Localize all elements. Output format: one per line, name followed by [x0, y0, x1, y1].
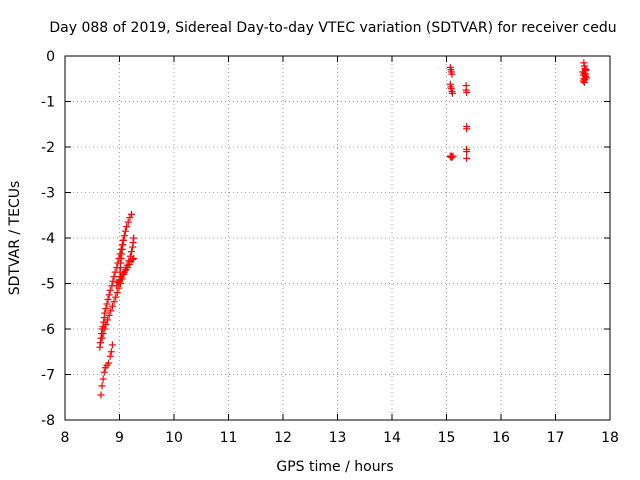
- data-point: [583, 74, 591, 82]
- data-point: [127, 248, 135, 256]
- data-points: [96, 59, 591, 399]
- data-point: [107, 307, 115, 315]
- data-point: [104, 316, 112, 324]
- data-point: [106, 286, 114, 294]
- y-tick-label: -2: [41, 140, 55, 156]
- y-axis-label: SDTVAR / TECUs: [7, 181, 23, 296]
- data-point: [106, 352, 114, 360]
- data-point: [99, 375, 107, 383]
- data-point: [448, 89, 456, 97]
- data-point: [102, 320, 110, 328]
- axis-ticks: [64, 55, 611, 421]
- x-tick-label: 18: [601, 430, 619, 446]
- data-point: [123, 223, 131, 231]
- data-point: [98, 382, 106, 390]
- data-point: [126, 214, 134, 222]
- data-point: [124, 218, 132, 226]
- y-tick-label: -6: [41, 322, 55, 338]
- data-point: [124, 264, 132, 272]
- data-point: [119, 236, 127, 244]
- data-point: [120, 232, 128, 240]
- data-point: [110, 298, 118, 306]
- data-point: [113, 282, 121, 290]
- data-point: [97, 391, 105, 399]
- data-point: [110, 273, 118, 281]
- data-point: [103, 300, 111, 308]
- data-point: [98, 334, 106, 342]
- x-tick-label: 15: [438, 430, 456, 446]
- x-tick-label: 10: [165, 430, 183, 446]
- data-point: [463, 125, 471, 133]
- y-tick-label: -1: [41, 95, 55, 111]
- x-axis-label: GPS time / hours: [276, 459, 393, 475]
- x-tick-label: 11: [220, 430, 238, 446]
- data-point: [121, 227, 129, 235]
- data-point: [449, 152, 457, 160]
- data-point: [127, 210, 135, 218]
- data-point: [448, 70, 456, 78]
- data-point: [101, 325, 109, 333]
- y-tick-label: -7: [41, 368, 55, 384]
- data-point: [582, 66, 590, 74]
- grid-lines: [65, 56, 610, 420]
- x-tick-label: 14: [383, 430, 401, 446]
- x-tick-label: 12: [274, 430, 292, 446]
- data-point: [107, 348, 115, 356]
- data-point: [580, 78, 588, 86]
- data-point: [579, 77, 587, 85]
- data-point: [463, 88, 471, 96]
- data-point: [130, 254, 138, 262]
- data-point: [130, 234, 138, 242]
- x-tick-label: 16: [492, 430, 510, 446]
- data-point: [463, 148, 471, 156]
- data-point: [105, 291, 113, 299]
- y-tick-label: -3: [41, 186, 55, 202]
- data-point: [113, 289, 121, 297]
- data-point: [129, 255, 137, 263]
- y-tick-label: -8: [41, 413, 55, 429]
- data-point: [101, 309, 109, 317]
- data-point: [112, 293, 120, 301]
- data-point: [108, 302, 116, 310]
- data-point: [100, 368, 108, 376]
- x-tick-label: 8: [61, 430, 70, 446]
- data-point: [448, 153, 456, 161]
- data-point: [105, 311, 113, 319]
- x-tick-label: 13: [329, 430, 347, 446]
- x-tick-labels: 8 9 10 11 12 13 14 15 16 17 18: [61, 430, 619, 446]
- x-tick-label: 17: [547, 430, 565, 446]
- y-tick-label: -5: [41, 277, 55, 293]
- data-point: [105, 359, 113, 367]
- data-point: [99, 330, 107, 338]
- data-point: [104, 295, 112, 303]
- y-tick-labels: 0 -1 -2 -3 -4 -5 -6 -7 -8: [41, 49, 55, 429]
- data-point: [109, 277, 117, 285]
- data-point: [102, 305, 110, 313]
- y-tick-label: -4: [41, 231, 55, 247]
- data-point: [108, 341, 116, 349]
- chart-title: Day 088 of 2019, Sidereal Day-to-day VTE…: [49, 20, 616, 36]
- y-tick-label: 0: [46, 49, 55, 65]
- data-point: [463, 154, 471, 162]
- x-tick-label: 9: [115, 430, 124, 446]
